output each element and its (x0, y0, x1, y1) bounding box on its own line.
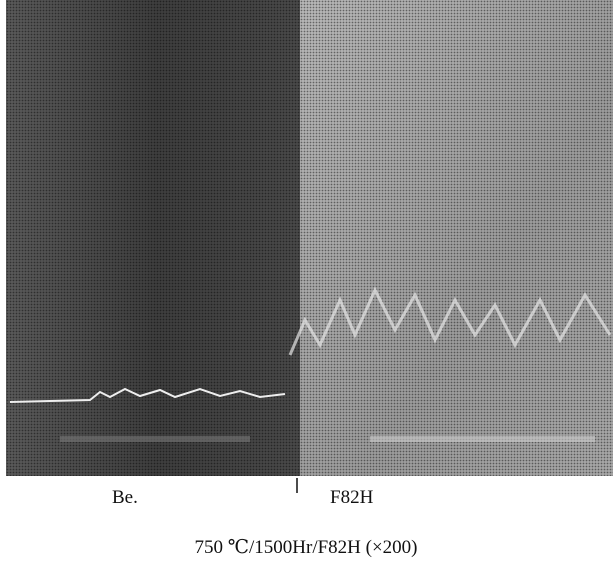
scale-text-right (370, 436, 595, 442)
micrograph (6, 0, 613, 476)
scale-text-left (60, 436, 250, 442)
interface-line (9, 387, 286, 403)
caption: 750 ℃/1500Hr/F82H (×200) (194, 537, 417, 558)
label-f82h: F82H (330, 487, 374, 508)
texture (6, 0, 613, 476)
reaction-zone (288, 286, 612, 356)
label-be: Be. (112, 487, 138, 508)
